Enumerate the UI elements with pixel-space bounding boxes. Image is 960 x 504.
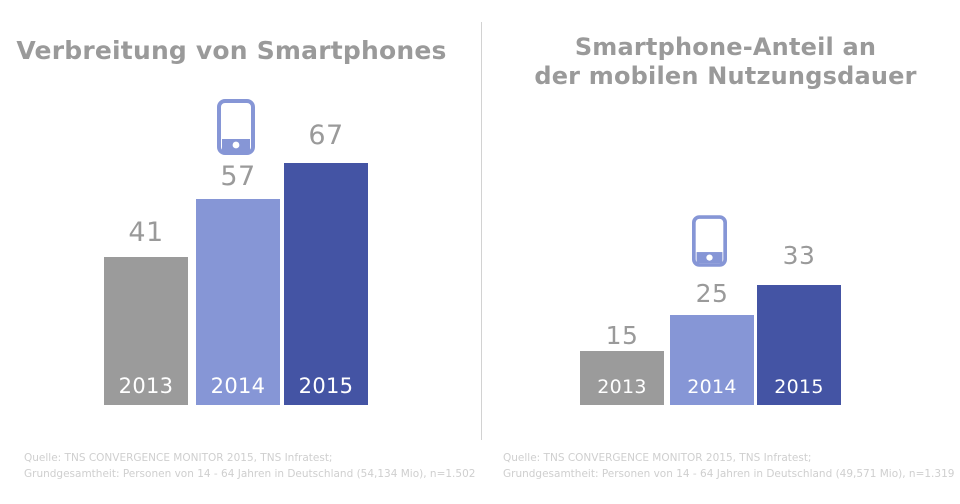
left-value-label-2013: 41: [128, 217, 164, 248]
left-source-note-line1: Quelle: TNS CONVERGENCE MONITOR 2015, TN…: [24, 452, 333, 464]
panel-divider: [481, 22, 482, 440]
right-chart-title-line1: Smartphone-Anteil an: [574, 33, 877, 61]
left-chart-plot-area: 41 57 67 2013 2014 2015: [104, 99, 368, 405]
left-bar-2013[interactable]: 2013: [104, 257, 188, 405]
left-chart-title-line1: Verbreitung von Smartphones: [16, 36, 447, 65]
left-source-note: Quelle: TNS CONVERGENCE MONITOR 2015, TN…: [24, 450, 475, 483]
left-bar-2015[interactable]: 2015: [284, 163, 368, 405]
right-value-label-2013: 15: [605, 321, 639, 350]
right-value-label-2015: 33: [782, 241, 816, 270]
left-bar-year-2014: 2014: [210, 374, 266, 398]
right-source-note: Quelle: TNS CONVERGENCE MONITOR 2015, TN…: [503, 450, 954, 483]
smartphone-icon: [217, 99, 255, 159]
right-chart-title-line2: der mobilen Nutzungsdauer: [534, 62, 917, 91]
right-bar-2015[interactable]: 2015: [757, 285, 841, 405]
right-source-note-line2: Grundgesamtheit: Personen von 14 - 64 Ja…: [503, 468, 955, 481]
right-bar-2013[interactable]: 2013: [580, 351, 664, 405]
right-chart-title: Smartphone-Anteil an der mobilen Nutzung…: [481, 33, 960, 92]
left-value-label-2014: 57: [220, 161, 256, 192]
right-value-label-2014: 25: [695, 279, 729, 308]
left-bar-year-2013: 2013: [118, 374, 174, 398]
left-chart-title: Verbreitung von Smartphones: [0, 36, 481, 67]
left-bar-year-2015: 2015: [298, 374, 354, 398]
smartphone-icon: [692, 215, 727, 271]
right-bar-year-2014: 2014: [687, 376, 737, 398]
right-bar-year-2013: 2013: [597, 376, 647, 398]
left-value-label-2015: 67: [308, 120, 344, 151]
left-bar-2014[interactable]: 2014: [196, 199, 280, 405]
chart-panel-verbreitung: Verbreitung von Smartphones 41 57 67 201…: [0, 36, 481, 483]
right-source-note-line1: Quelle: TNS CONVERGENCE MONITOR 2015, TN…: [503, 452, 812, 464]
right-chart-plot-area: 15 25 33 2013 2014 2015: [481, 0, 960, 504]
right-bar-year-2015: 2015: [774, 376, 824, 398]
chart-panel-nutzungsdauer: Smartphone-Anteil an der mobilen Nutzung…: [481, 0, 960, 504]
right-bar-2014[interactable]: 2014: [670, 315, 754, 405]
left-source-note-line2: Grundgesamtheit: Personen von 14 - 64 Ja…: [24, 468, 476, 481]
